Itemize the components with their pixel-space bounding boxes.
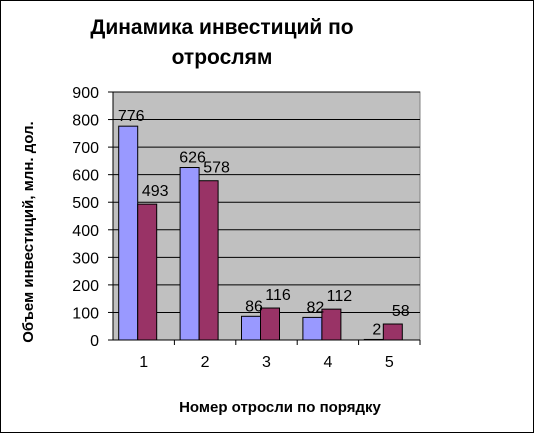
y-tick-label: 600 [72, 168, 99, 185]
data-label: 776 [118, 108, 145, 125]
y-tick-label: 100 [72, 305, 99, 322]
bar-series-2-cat-5 [382, 323, 403, 341]
x-axis-label: Номер отросли по порядку [179, 399, 381, 416]
bars [118, 125, 403, 341]
y-tick-label: 400 [72, 223, 99, 240]
y-tick-label: 800 [72, 113, 99, 130]
x-axis-ticks: 1 2 3 4 5 [139, 340, 421, 371]
y-axis-ticks: 0 100 200 300 400 500 600 700 800 900 [72, 85, 113, 350]
data-label: 112 [327, 288, 353, 305]
data-label: 82 [307, 299, 325, 316]
x-tick-label: 2 [201, 354, 210, 371]
chart-title-line-1: Динамика инвестиций по [90, 16, 353, 39]
data-label: 493 [142, 183, 169, 200]
y-tick-label: 0 [90, 333, 99, 350]
y-tick-label: 500 [72, 195, 99, 212]
bar-series-2-cat-4 [321, 308, 342, 341]
data-label: 578 [203, 160, 230, 177]
y-tick-label: 300 [72, 250, 99, 267]
bar-series-1-cat-1 [118, 125, 139, 341]
x-tick-label: 4 [323, 354, 332, 371]
x-tick-label: 3 [262, 354, 271, 371]
bar-series-2-cat-3 [260, 307, 280, 341]
bar-series-2-cat-2 [198, 180, 219, 341]
chart-title-line-2: отрослям [172, 46, 273, 69]
data-label: 58 [392, 303, 410, 320]
data-label: 116 [265, 287, 291, 304]
bar-series-1-cat-3 [241, 315, 261, 341]
y-tick-label: 200 [72, 278, 99, 295]
bar-series-1-cat-4 [302, 316, 323, 341]
y-tick-label: 700 [72, 140, 99, 157]
chart-title: Динамика инвестиций по отрослям [90, 16, 353, 69]
grid-lines [113, 91, 420, 313]
x-tick-label: 1 [139, 354, 148, 371]
bar-series-1-cat-2 [179, 167, 200, 341]
x-tick-label: 5 [385, 354, 394, 371]
axes [112, 92, 420, 341]
y-tick-label: 900 [72, 85, 99, 102]
data-label: 2 [372, 321, 381, 338]
data-label: 626 [179, 150, 206, 167]
bar-series-2-cat-1 [137, 203, 158, 341]
y-axis-label: Объем инвестиций, млн. дол. [20, 121, 37, 342]
data-label: 86 [245, 298, 263, 315]
